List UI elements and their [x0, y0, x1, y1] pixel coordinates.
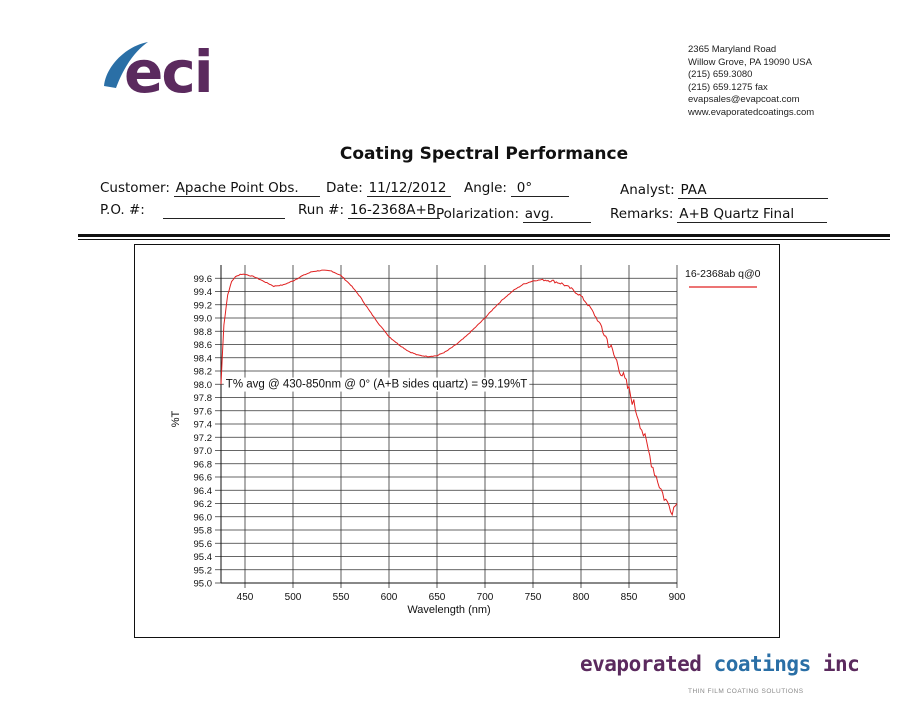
x-tick-label: 650 [429, 592, 446, 603]
annotation-background [223, 377, 530, 392]
x-tick-label: 450 [237, 592, 254, 603]
po-value [162, 202, 285, 219]
y-tick-label: 95.4 [194, 552, 213, 563]
y-axis-label: %T [170, 410, 182, 427]
series-line [220, 269, 678, 517]
customer-value: Apache Point Obs. [173, 180, 320, 197]
po-label: P.O. #: [100, 202, 145, 218]
header-divider [78, 234, 890, 237]
y-tick-label: 99.6 [194, 274, 213, 285]
y-tick-label: 99.2 [194, 300, 213, 311]
polarization-field: Polarization: avg. [436, 206, 591, 223]
y-tick-label: 96.8 [194, 459, 213, 470]
x-tick-label: 550 [333, 592, 350, 603]
footer-company-part2: coatings [713, 652, 812, 676]
y-tick-label: 97.6 [194, 406, 213, 417]
polarization-value: avg. [522, 206, 591, 223]
x-tick-label: 750 [525, 592, 542, 603]
address-line: 2365 Maryland Road [688, 44, 777, 55]
date-value: 11/12/2012 [366, 180, 451, 197]
transmission-chart: 95.0 95.2 95.4 95.6 95.8 96.0 96.2 96.4 96.6 96.8… [170, 265, 761, 616]
y-tick-label: 98.4 [194, 353, 213, 364]
x-tick-label: 900 [669, 592, 686, 603]
po-field: P.O. #: [100, 202, 285, 219]
remarks-label: Remarks: [610, 206, 674, 222]
run-value: 16-2368A+B [347, 202, 440, 219]
footer-company-part3: inc [810, 652, 860, 676]
website-link[interactable]: www.evaporatedcoatings.com [688, 106, 815, 118]
y-tick-label: 97.4 [194, 420, 213, 431]
polarization-label: Polarization: [436, 206, 520, 222]
customer-field: Customer: Apache Point Obs. [100, 180, 320, 197]
angle-value: 0° [510, 180, 569, 197]
y-tick-label: 99.0 [194, 314, 213, 325]
remarks-field: Remarks: A+B Quartz Final [610, 206, 828, 223]
y-tick-label: 95.6 [194, 539, 213, 550]
eci-logo-swoosh-icon [104, 42, 148, 88]
y-tick-label: 97.0 [194, 446, 213, 457]
y-tick-label: 96.4 [194, 486, 213, 497]
angle-label: Angle: [464, 180, 507, 196]
header-divider-thin [78, 239, 890, 240]
address-line: Willow Grove, PA 19090 USA [688, 56, 812, 68]
y-tick-label: 98.0 [194, 380, 213, 391]
analyst-field: Analyst: PAA [620, 182, 829, 199]
y-tick-label: 95.8 [194, 526, 213, 537]
x-tick-label: 800 [573, 592, 590, 603]
chart-frame: 95.0 95.2 95.4 95.6 95.8 96.0 96.2 96.4 96.6 96.8… [134, 244, 780, 638]
x-tick-label: 500 [285, 592, 302, 603]
x-axis-label: Wavelength (nm) [407, 604, 490, 616]
chart-annotation: T% avg @ 430-850nm @ 0° (A+B sides quart… [226, 379, 528, 391]
angle-field: Angle: 0° [464, 180, 569, 197]
y-tick-label: 96.0 [194, 512, 213, 523]
y-tick-label: 98.2 [194, 367, 213, 378]
fax-line: (215) 659.1275 fax [688, 81, 768, 93]
footer-company-part1: evaporated [580, 652, 714, 676]
legend-entry: 16-2368ab q@0 [685, 268, 761, 280]
footer-tagline: THIN FILM COATING SOLUTIONS [688, 688, 804, 695]
y-tick-label: 95.2 [194, 565, 213, 576]
y-tick-label: 97.2 [194, 433, 213, 444]
y-tick-label: 99.4 [194, 287, 213, 298]
company-address: 2365 Maryland Road Willow Grove, PA 1909… [688, 44, 814, 120]
x-tick-label: 600 [381, 592, 398, 603]
x-tick-label: 700 [477, 592, 494, 603]
run-field: Run #: 16-2368A+B [298, 202, 440, 219]
customer-label: Customer: [100, 180, 170, 196]
y-tick-label: 98.6 [194, 340, 213, 351]
x-tick-label: 850 [621, 592, 638, 603]
y-tick-label: 96.2 [194, 499, 213, 510]
y-tick-label: 96.6 [194, 473, 213, 484]
y-tick-label: 95.0 [194, 579, 213, 590]
phone-line: (215) 659.3080 [688, 69, 753, 81]
remarks-value: A+B Quartz Final [677, 206, 828, 223]
analyst-value: PAA [678, 182, 829, 199]
y-tick-label: 98.8 [194, 327, 213, 338]
y-tick-label: 97.8 [194, 393, 213, 404]
date-label: Date: [326, 180, 363, 196]
run-label: Run #: [298, 202, 345, 218]
report-title: Coating Spectral Performance [339, 144, 629, 164]
footer-company-name: evaporated coatings inc [580, 652, 860, 676]
analyst-label: Analyst: [620, 182, 675, 198]
email-link[interactable]: evapsales@evapcoat.com [688, 94, 800, 106]
date-field: Date: 11/12/2012 [326, 180, 451, 197]
eci-logo-text: eci [124, 38, 214, 106]
